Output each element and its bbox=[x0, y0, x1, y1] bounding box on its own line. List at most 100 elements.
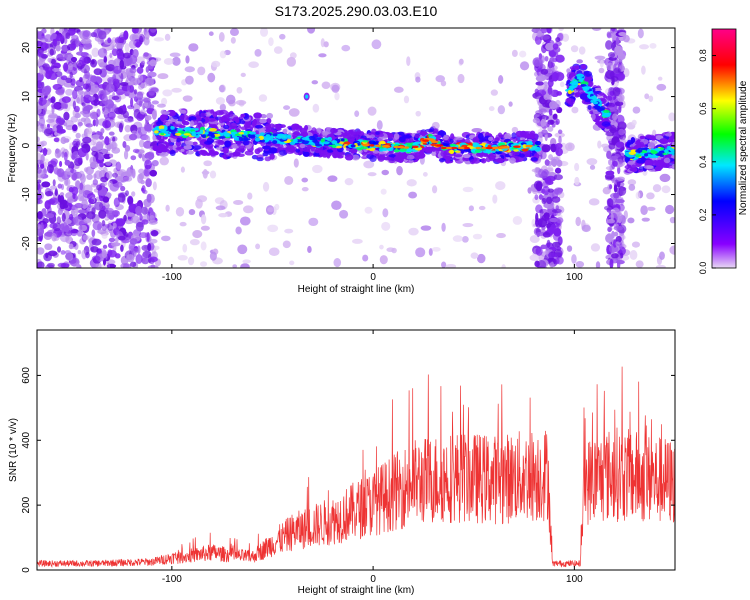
spectrogram-cell bbox=[136, 113, 144, 122]
spectrogram-cell bbox=[268, 147, 278, 154]
spectrogram-cell bbox=[369, 144, 375, 147]
spectrogram-cell bbox=[56, 128, 66, 134]
spectrogram-cell bbox=[57, 194, 61, 203]
spectrogram-cell bbox=[175, 140, 182, 147]
spectrogram-cell bbox=[197, 66, 206, 76]
spectrogram-cell bbox=[293, 138, 298, 143]
spectrogram-cell bbox=[118, 122, 124, 133]
spectrogram-cell bbox=[436, 144, 444, 147]
spectrogram-cell bbox=[125, 169, 136, 177]
spectrogram-cell bbox=[187, 256, 195, 266]
spectrogram-cell bbox=[431, 246, 441, 252]
spectrogram-cell bbox=[445, 263, 457, 268]
spectrogram-cell bbox=[37, 199, 43, 205]
spectrogram-cell bbox=[259, 118, 267, 124]
spectrogram-cell bbox=[574, 162, 580, 172]
spectrogram-cell bbox=[175, 206, 185, 217]
spectrogram-cell bbox=[422, 172, 428, 177]
spectrogram-cell bbox=[544, 159, 550, 166]
spectrogram-cell bbox=[396, 165, 403, 176]
spectrogram-cell bbox=[407, 147, 412, 153]
spectrogram-cell bbox=[78, 225, 83, 231]
spectrogram-cell bbox=[641, 65, 646, 75]
spectrogram-cell bbox=[162, 115, 169, 120]
colorbar: 0.00.20.40.60.8 Normalized spectral ampl… bbox=[698, 28, 749, 274]
spectrogram-cell bbox=[351, 238, 363, 244]
spectrogram-cell bbox=[240, 72, 246, 78]
spectrogram-cell bbox=[327, 175, 338, 182]
spectrogram-cell bbox=[576, 73, 584, 78]
spectrogram-cell bbox=[356, 129, 362, 136]
spectrogram-cell bbox=[149, 28, 157, 33]
colorbar-ticks: 0.00.20.40.60.8 bbox=[698, 49, 716, 274]
spectrogram-cell bbox=[327, 136, 333, 142]
spectrogram-cell bbox=[567, 89, 572, 95]
spectrogram-cell bbox=[525, 150, 531, 158]
spectrogram-cell bbox=[536, 89, 547, 97]
spectrogram-cell bbox=[412, 145, 419, 149]
spectrogram-cell bbox=[92, 93, 99, 104]
spectrogram-cell bbox=[481, 142, 487, 147]
spectrogram-cell bbox=[153, 37, 165, 42]
spectrogram-cell bbox=[221, 154, 229, 158]
spectrogram-cell bbox=[91, 59, 95, 65]
spectrogram-cell bbox=[265, 134, 271, 137]
spectrogram-cell bbox=[44, 34, 53, 43]
spectrogram-cell bbox=[265, 123, 272, 130]
spectrogram-cell bbox=[38, 97, 47, 106]
spectrogram-cell bbox=[251, 120, 257, 127]
spectrogram-cell bbox=[641, 217, 650, 222]
spectrogram-cell bbox=[293, 158, 299, 168]
spectrogram-cell bbox=[579, 79, 584, 82]
spectrogram-cell bbox=[379, 244, 384, 250]
spectrogram-cell bbox=[671, 163, 675, 170]
spectrogram-cell bbox=[559, 81, 565, 88]
spectrogram-cell bbox=[450, 146, 458, 150]
spectrogram-xtick-label: 0 bbox=[370, 272, 376, 283]
spectrogram-cell bbox=[376, 120, 383, 130]
spectrogram-cell bbox=[120, 73, 124, 82]
spectrogram-cell bbox=[72, 100, 76, 110]
spectrogram-cell bbox=[141, 185, 146, 194]
spectrogram-cell bbox=[76, 51, 85, 56]
spectrogram-cell bbox=[259, 28, 269, 37]
spectrogram-cell bbox=[613, 231, 619, 237]
spectrogram-cell bbox=[52, 126, 58, 132]
spectrogram-cell bbox=[395, 153, 402, 160]
spectrogram-cell bbox=[661, 185, 671, 194]
spectrogram-cell bbox=[312, 138, 318, 143]
spectrogram-cell bbox=[580, 83, 587, 87]
spectrogram-cell bbox=[85, 83, 91, 92]
figure-title: S173.2025.290.03.03.E10 bbox=[275, 3, 438, 19]
spectrogram-cell bbox=[495, 134, 502, 141]
spectrogram-cell bbox=[233, 199, 244, 205]
spectrogram-cell bbox=[141, 219, 149, 225]
spectrogram-cell bbox=[354, 110, 360, 117]
snr-series-line bbox=[37, 366, 675, 568]
spectrogram-cell bbox=[85, 251, 90, 259]
spectrogram-cell bbox=[123, 30, 129, 41]
spectrogram-cell bbox=[71, 173, 78, 181]
spectrogram-cell bbox=[532, 133, 539, 141]
spectrogram-cell bbox=[319, 149, 326, 157]
spectrogram-cell bbox=[76, 230, 83, 237]
spectrogram-cell bbox=[279, 33, 286, 40]
spectrogram-cell bbox=[165, 121, 171, 127]
spectrogram-cell bbox=[413, 156, 421, 160]
spectrogram-cell bbox=[128, 39, 138, 49]
spectrogram-cell bbox=[609, 258, 614, 268]
spectrogram-cell bbox=[547, 119, 555, 125]
spectrogram-cell bbox=[201, 134, 207, 139]
spectrogram-cell bbox=[601, 143, 609, 148]
spectrogram-cell bbox=[61, 212, 66, 222]
spectrogram-cell bbox=[96, 143, 104, 150]
spectrogram-cell bbox=[63, 151, 68, 162]
spectrogram-cell bbox=[344, 154, 354, 161]
spectrogram-cell bbox=[547, 85, 552, 96]
spectrogram-cell bbox=[435, 136, 440, 141]
spectrogram-cell bbox=[218, 213, 228, 218]
spectrogram-cell bbox=[289, 141, 296, 146]
spectrogram-cell bbox=[657, 76, 663, 81]
spectrogram-cell bbox=[49, 222, 58, 229]
spectrogram-cell bbox=[60, 183, 65, 190]
